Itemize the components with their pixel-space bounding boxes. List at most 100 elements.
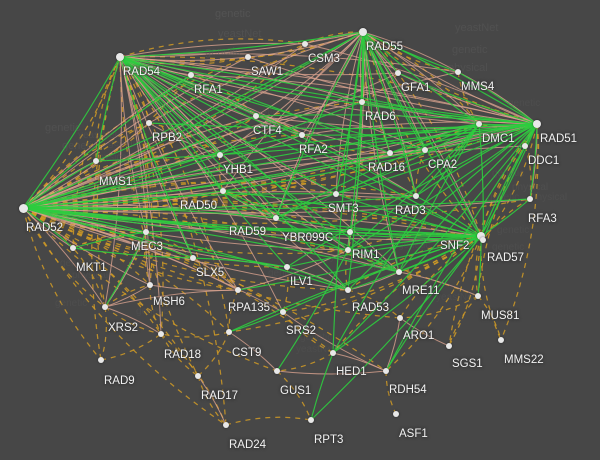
network-edge	[480, 145, 526, 237]
network-node-yhb1[interactable]	[217, 152, 223, 158]
network-node-rad55[interactable]	[358, 27, 368, 37]
network-edge	[22, 207, 334, 354]
network-node-rpt3[interactable]	[308, 417, 314, 423]
network-edge	[192, 257, 288, 268]
network-node-snf2[interactable]	[476, 231, 486, 241]
network-edge	[347, 123, 538, 251]
network-edge	[275, 123, 538, 219]
network-node-mec3[interactable]	[143, 229, 149, 235]
network-node-rad6[interactable]	[359, 99, 365, 105]
network-node-ybr099c[interactable]	[347, 229, 353, 235]
network-node-ddc1[interactable]	[522, 143, 528, 149]
network-edge	[286, 123, 538, 268]
network-edge	[22, 149, 426, 210]
network-node-asf1[interactable]	[393, 411, 399, 417]
network-edge	[335, 123, 538, 195]
network-node-cst9[interactable]	[226, 329, 232, 335]
network-edge	[362, 31, 391, 154]
network-node-smt3[interactable]	[333, 191, 339, 197]
network-edge	[22, 207, 401, 319]
network-node-dmc1[interactable]	[475, 120, 483, 128]
network-node-xrs2[interactable]	[102, 304, 108, 310]
network-node-saw1[interactable]	[245, 54, 251, 60]
network-edge	[22, 190, 224, 209]
network-node-rpb2[interactable]	[146, 120, 152, 126]
network-node-gus1[interactable]	[274, 368, 280, 374]
network-edge	[22, 149, 426, 209]
network-edge	[247, 56, 538, 125]
network-edge	[478, 123, 484, 241]
network-edge	[192, 257, 239, 291]
network-node-rad54[interactable]	[115, 52, 125, 62]
network-edge	[119, 56, 227, 426]
network-node-rad3[interactable]	[413, 193, 419, 199]
network-node-mms1[interactable]	[93, 158, 99, 164]
network-node-rad57[interactable]	[480, 237, 486, 243]
network-edge	[22, 56, 121, 209]
network-node-ilv1[interactable]	[284, 264, 290, 270]
network-edge	[362, 31, 538, 125]
network-edge	[398, 271, 479, 297]
network-node-slx5[interactable]	[190, 255, 196, 261]
network-node-rpa135[interactable]	[235, 287, 241, 293]
network-edge	[362, 31, 480, 125]
network-node-mre11[interactable]	[396, 269, 402, 275]
network-edge	[160, 333, 227, 426]
network-node-aro1[interactable]	[397, 315, 403, 321]
network-edge	[145, 231, 151, 286]
network-node-rdh54[interactable]	[383, 368, 389, 374]
network-node-rad50[interactable]	[220, 188, 226, 194]
network-edge	[362, 31, 484, 241]
network-edge	[72, 247, 194, 259]
network-edge	[385, 317, 401, 372]
network-edge	[276, 249, 349, 372]
network-node-rad52[interactable]	[18, 203, 28, 213]
network-edge	[119, 56, 482, 237]
network-node-rad51[interactable]	[532, 119, 542, 129]
network-edge	[448, 235, 482, 347]
network-edge	[332, 235, 482, 354]
network-node-cpa2[interactable]	[422, 147, 428, 153]
network-edge	[362, 31, 400, 273]
network-edge	[72, 231, 147, 249]
network-edge	[95, 122, 150, 162]
network-node-rad53[interactable]	[345, 287, 351, 293]
network-edge	[119, 56, 284, 313]
network-edge	[362, 31, 400, 273]
network-node-rad9[interactable]	[98, 357, 104, 363]
network-node-rad17[interactable]	[195, 373, 201, 379]
network-edge	[119, 56, 194, 259]
network-node-mus81[interactable]	[475, 293, 481, 299]
network-node-sgs1[interactable]	[446, 343, 452, 349]
network-edge	[448, 295, 479, 347]
network-edge	[475, 235, 482, 297]
network-edge	[72, 247, 106, 308]
network-node-rfa1[interactable]	[188, 72, 194, 78]
network-node-mms4[interactable]	[455, 69, 461, 75]
network-edge	[22, 31, 364, 209]
network-node-csm3[interactable]	[302, 41, 308, 47]
network-node-mms22[interactable]	[498, 337, 504, 343]
network-node-rad16[interactable]	[387, 150, 393, 156]
network-edge	[276, 370, 387, 375]
network-node-msh6[interactable]	[147, 282, 153, 288]
network-node-ctf4[interactable]	[253, 113, 259, 119]
network-node-rfa2[interactable]	[299, 132, 305, 138]
network-node-rfa3[interactable]	[527, 196, 533, 202]
network-edge	[149, 284, 162, 335]
network-node-gfa1[interactable]	[395, 70, 401, 76]
network-edge	[22, 134, 303, 209]
network-edge	[255, 114, 538, 125]
network-node-mkt1[interactable]	[70, 245, 76, 251]
network-edge	[347, 123, 538, 291]
network-node-rad59[interactable]	[273, 215, 279, 221]
network-node-rad18[interactable]	[158, 331, 164, 337]
network-edge	[362, 31, 482, 237]
network-node-rad24[interactable]	[223, 422, 229, 428]
network-node-rim1[interactable]	[345, 247, 351, 253]
network-node-hed1[interactable]	[330, 350, 336, 356]
network-edge	[398, 235, 482, 273]
network-node-srs2[interactable]	[280, 309, 286, 315]
